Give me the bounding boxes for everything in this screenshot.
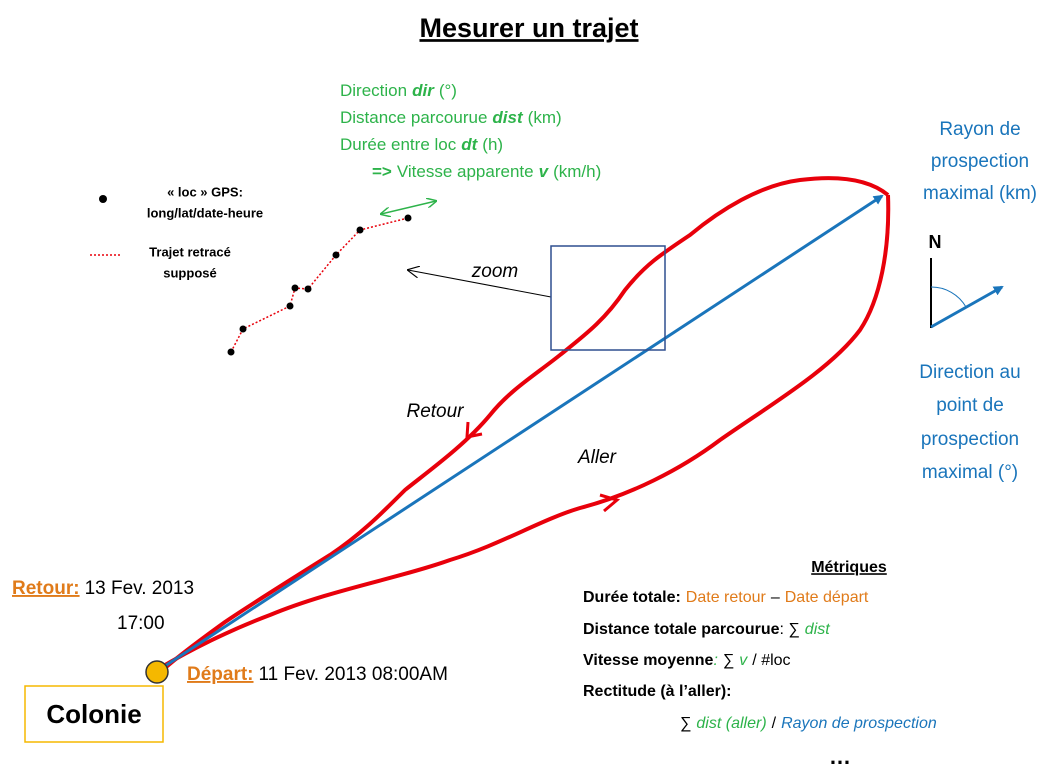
return-info: Retour: 13 Fev. 2013 [12, 578, 194, 599]
metric-term: Rayon de prospection [781, 715, 937, 732]
metric-op: / [772, 715, 777, 732]
outbound-label: Aller [577, 447, 617, 468]
distance-arrow [381, 201, 436, 214]
angle-arc [930, 286, 967, 308]
var-symbol: dist [492, 108, 524, 127]
radius-text: maximal (km) [923, 183, 1037, 204]
title: Mesurer un trajet [419, 13, 638, 43]
var-label: Distance parcourue [340, 108, 487, 127]
metric-op: : ∑ [780, 621, 800, 638]
radius-line [164, 194, 884, 668]
return-info-label: Retour: [12, 578, 80, 599]
legend-text: supposé [163, 265, 216, 280]
return-arrowhead [465, 421, 483, 439]
metric: ∑ dist (aller) / Rayon de prospection [680, 715, 937, 732]
direction-text: prospection [921, 429, 1019, 450]
metric-label: Rectitude (à l’aller): [583, 683, 731, 700]
outbound-arrowhead [599, 493, 621, 513]
return-date: 13 Fev. 2013 [85, 578, 195, 599]
outbound-track [158, 194, 891, 670]
metric-term: dist [805, 621, 830, 638]
metric-term: dist (aller) [696, 715, 766, 732]
departure-info: Départ: 11 Fev. 2013 08:00AM [187, 664, 448, 685]
zoom-track [230, 217, 409, 353]
variable: Durée entre loc dt (h) [340, 135, 503, 154]
more: … [829, 744, 851, 769]
var-symbol: dt [461, 135, 478, 154]
var-label: Vitesse apparente [397, 162, 534, 181]
direction-text: maximal (°) [922, 462, 1018, 483]
metrics-title: Métriques [811, 559, 887, 576]
var-unit: (km/h) [553, 162, 601, 181]
metric-colon: : [713, 652, 717, 669]
colony-box [24, 685, 164, 743]
var-symbol: v [539, 162, 550, 181]
zoom-arrow [408, 270, 552, 298]
legend-dot [99, 195, 107, 203]
colony-point [145, 660, 169, 684]
metric: Vitesse moyenne: ∑ v / #loc [583, 652, 791, 669]
metric-term: v [739, 652, 748, 669]
variable: Direction dir (°) [340, 81, 457, 100]
variable: Distance parcourue dist (km) [340, 108, 562, 127]
departure-datetime: 11 Fev. 2013 08:00AM [259, 664, 448, 685]
var-label: Durée entre loc [340, 135, 457, 154]
departure-info-label: Départ: [187, 664, 254, 685]
metric: Durée totale: Date retour – Date départ [583, 589, 869, 606]
metric-label: Vitesse moyenne [583, 652, 714, 669]
variable: => Vitesse apparente v (km/h) [372, 162, 601, 181]
var-prefix: => [372, 162, 392, 181]
north-label: N [929, 232, 942, 252]
zoom-box [550, 245, 666, 351]
return-label: Retour [406, 401, 464, 422]
radius-text: prospection [931, 151, 1029, 172]
metric-op: – [771, 589, 780, 606]
legend-text: Trajet retracé [149, 244, 231, 259]
colony-label: Colonie [46, 699, 141, 729]
var-unit: (h) [482, 135, 503, 154]
direction-text: Direction au [919, 362, 1020, 383]
metric-term: Date retour [686, 589, 767, 606]
direction-text: point de [936, 395, 1004, 416]
gps-points [227, 214, 412, 356]
direction-arrow [930, 285, 1004, 329]
legend-text: « loc » GPS: [167, 184, 243, 199]
return-time: 17:00 [117, 613, 165, 634]
metric-label: Distance totale parcourue [583, 621, 780, 638]
var-unit: (°) [439, 81, 457, 100]
metric-rest: / #loc [752, 652, 790, 669]
metric-op: ∑ [723, 652, 734, 669]
metric-op: ∑ [680, 715, 691, 732]
metric-term: Date départ [785, 589, 869, 606]
var-symbol: dir [412, 81, 435, 100]
var-unit: (km) [528, 108, 562, 127]
return-track [163, 176, 890, 670]
radius-text: Rayon de [939, 119, 1020, 140]
metric: Distance totale parcourue: ∑ dist [583, 621, 830, 638]
metric-label: Durée totale: [583, 589, 681, 606]
zoom-label: zoom [471, 261, 518, 282]
var-label: Direction [340, 81, 407, 100]
legend-text: long/lat/date-heure [147, 205, 263, 220]
